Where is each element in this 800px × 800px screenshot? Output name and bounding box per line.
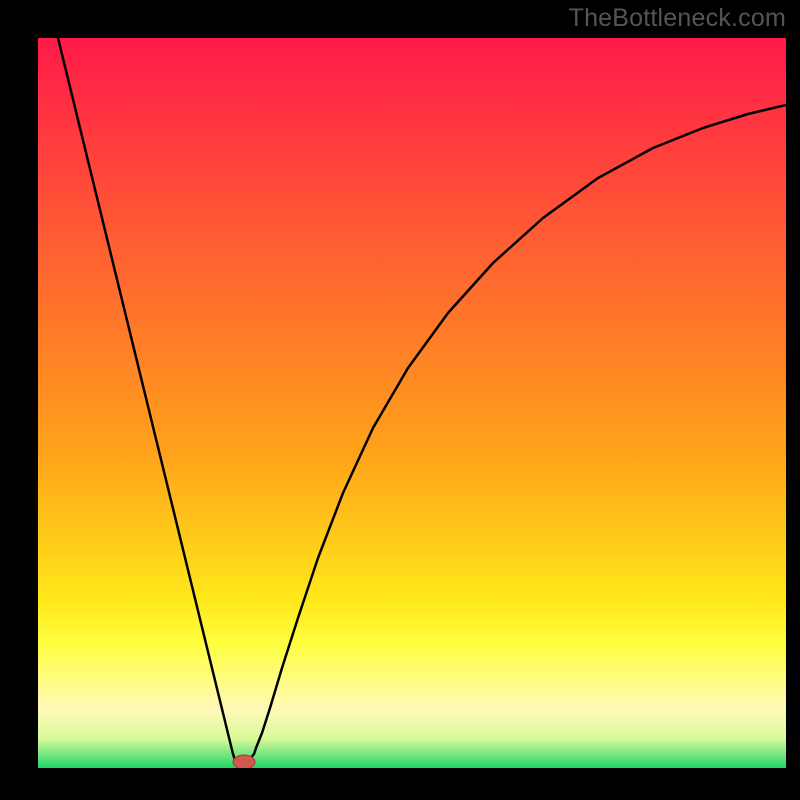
optimum-marker [233, 755, 255, 768]
bottleneck-curve [38, 38, 786, 768]
plot-area [38, 38, 786, 768]
watermark-text: TheBottleneck.com [569, 4, 786, 33]
curve-line [58, 38, 786, 762]
chart-frame: TheBottleneck.com [0, 0, 800, 800]
